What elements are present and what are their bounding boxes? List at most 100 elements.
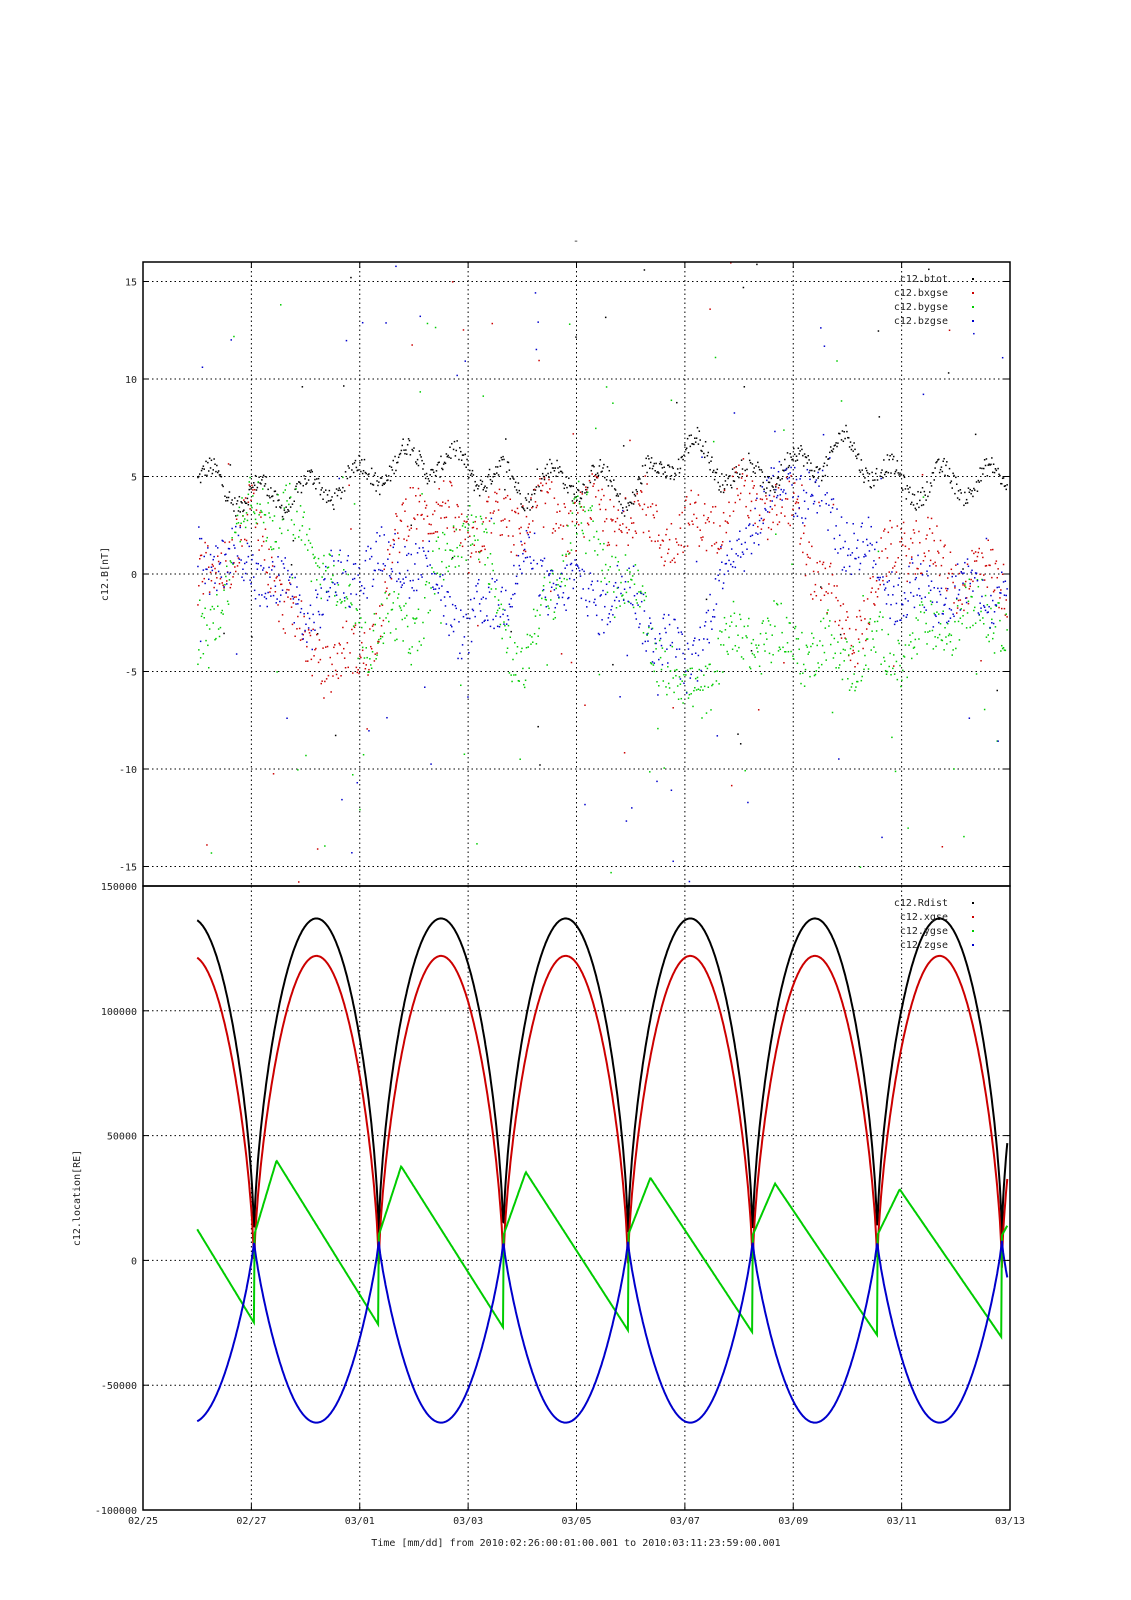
data-point: [887, 531, 890, 534]
data-point: [233, 335, 235, 338]
data-point: [222, 613, 224, 615]
data-point: [250, 583, 252, 585]
y-tick-label: 10: [125, 375, 137, 386]
data-point: [480, 549, 483, 552]
legend-marker: [972, 292, 974, 294]
data-point: [365, 647, 368, 649]
data-point: [205, 460, 207, 463]
data-point: [690, 693, 692, 695]
data-point: [683, 546, 685, 548]
data-point: [902, 474, 905, 477]
data-point: [573, 578, 575, 581]
data-point: [725, 622, 728, 625]
data-point: [888, 571, 890, 573]
data-point: [890, 603, 892, 606]
data-point: [556, 459, 558, 462]
data-point: [883, 528, 886, 530]
data-point: [961, 622, 963, 625]
data-point: [936, 601, 938, 603]
data-point: [782, 250, 784, 252]
data-point: [915, 617, 917, 619]
data-point: [561, 554, 564, 557]
data-point: [380, 603, 383, 605]
data-point: [607, 617, 610, 619]
data-point: [983, 579, 986, 581]
data-point: [534, 489, 537, 491]
data-point: [450, 549, 452, 551]
data-point: [557, 594, 559, 596]
data-point: [225, 500, 227, 502]
data-point: [245, 539, 248, 542]
data-point: [427, 611, 430, 614]
data-point: [198, 475, 200, 478]
data-point: [396, 580, 398, 583]
data-point: [398, 572, 401, 575]
data-point: [398, 453, 401, 456]
data-point: [697, 494, 700, 496]
data-point: [679, 527, 682, 529]
data-point: [892, 455, 895, 458]
data-point: [727, 653, 729, 655]
data-point: [333, 646, 335, 649]
data-point: [203, 468, 205, 470]
data-point: [551, 467, 554, 469]
data-point: [757, 543, 760, 546]
data-point: [442, 615, 445, 617]
data-point: [964, 491, 966, 494]
data-point: [838, 432, 841, 435]
data-point: [792, 458, 794, 461]
data-point: [942, 613, 944, 615]
data-point: [563, 604, 566, 606]
data-point: [956, 563, 959, 565]
data-point: [712, 615, 714, 618]
data-point: [288, 497, 291, 499]
data-point: [842, 603, 845, 605]
data-point: [679, 467, 682, 470]
data-point: [1004, 580, 1007, 582]
data-point: [205, 639, 207, 642]
data-point: [683, 682, 685, 685]
data-point: [646, 483, 648, 485]
data-point: [821, 644, 824, 647]
data-point: [298, 594, 301, 596]
data-point: [239, 524, 241, 527]
data-point: [663, 466, 665, 468]
data-point: [667, 614, 670, 616]
data-point: [363, 632, 366, 634]
data-point: [901, 669, 904, 672]
data-point: [343, 490, 346, 492]
data-point: [755, 465, 757, 467]
data-point: [295, 603, 297, 605]
data-point: [837, 442, 839, 444]
data-point: [618, 528, 620, 531]
data-point: [991, 599, 994, 602]
data-point: [598, 465, 601, 467]
data-point: [287, 596, 289, 598]
data-point: [759, 532, 762, 534]
data-point: [721, 473, 723, 475]
data-point: [582, 483, 584, 486]
data-point: [640, 592, 643, 595]
data-point: [699, 439, 701, 441]
data-point: [783, 470, 785, 472]
data-point: [678, 676, 681, 678]
data-point: [208, 628, 211, 630]
data-point: [916, 567, 918, 570]
data-point: [252, 511, 255, 513]
data-point: [793, 492, 795, 494]
data-point: [496, 492, 498, 495]
data-point: [840, 637, 843, 639]
data-point: [784, 492, 787, 495]
data-point: [800, 682, 802, 685]
data-point: [982, 617, 984, 619]
data-point: [207, 666, 210, 669]
data-point: [889, 455, 891, 457]
data-point: [992, 590, 995, 593]
data-point: [913, 606, 916, 609]
data-point: [343, 597, 346, 599]
data-point: [633, 500, 636, 503]
data-point: [594, 598, 596, 601]
data-point: [483, 545, 485, 547]
data-point: [316, 633, 319, 635]
data-point: [582, 588, 584, 590]
